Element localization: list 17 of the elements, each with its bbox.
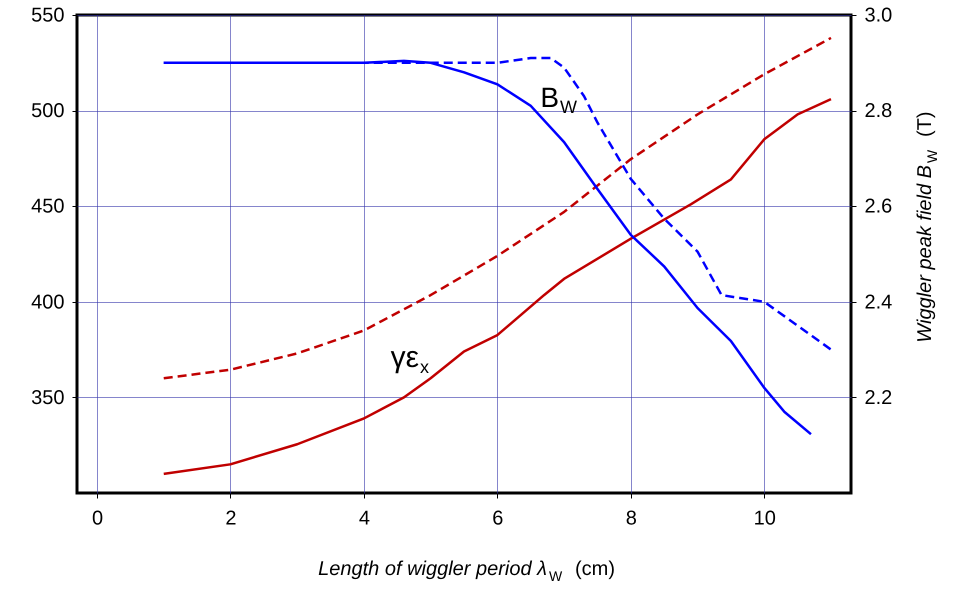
y-tick-label: 400 [31, 291, 64, 314]
y2-tick-label: 2.2 [864, 386, 892, 409]
y2-tick-label: 2.8 [864, 100, 892, 122]
y2-tick-label: 2.4 [864, 291, 892, 314]
y-tick-label: 500 [31, 100, 64, 122]
x-tick-label: 10 [754, 508, 776, 530]
y2-tick-label: 2.6 [864, 196, 892, 218]
y2-axis-title: Wiggler peak field BW (T) [914, 111, 940, 343]
x-tick-label: 0 [92, 508, 104, 530]
y2-tick-label: 3.0 [864, 4, 892, 26]
x-tick-label: 4 [358, 508, 370, 530]
y-tick-label: 450 [31, 196, 64, 218]
y-tick-label: 550 [31, 4, 64, 26]
x-tick-label: 6 [492, 508, 504, 530]
y-tick-label: 350 [31, 386, 64, 409]
x-tick-label: 8 [626, 508, 637, 530]
x-tick-label: 2 [225, 508, 237, 530]
